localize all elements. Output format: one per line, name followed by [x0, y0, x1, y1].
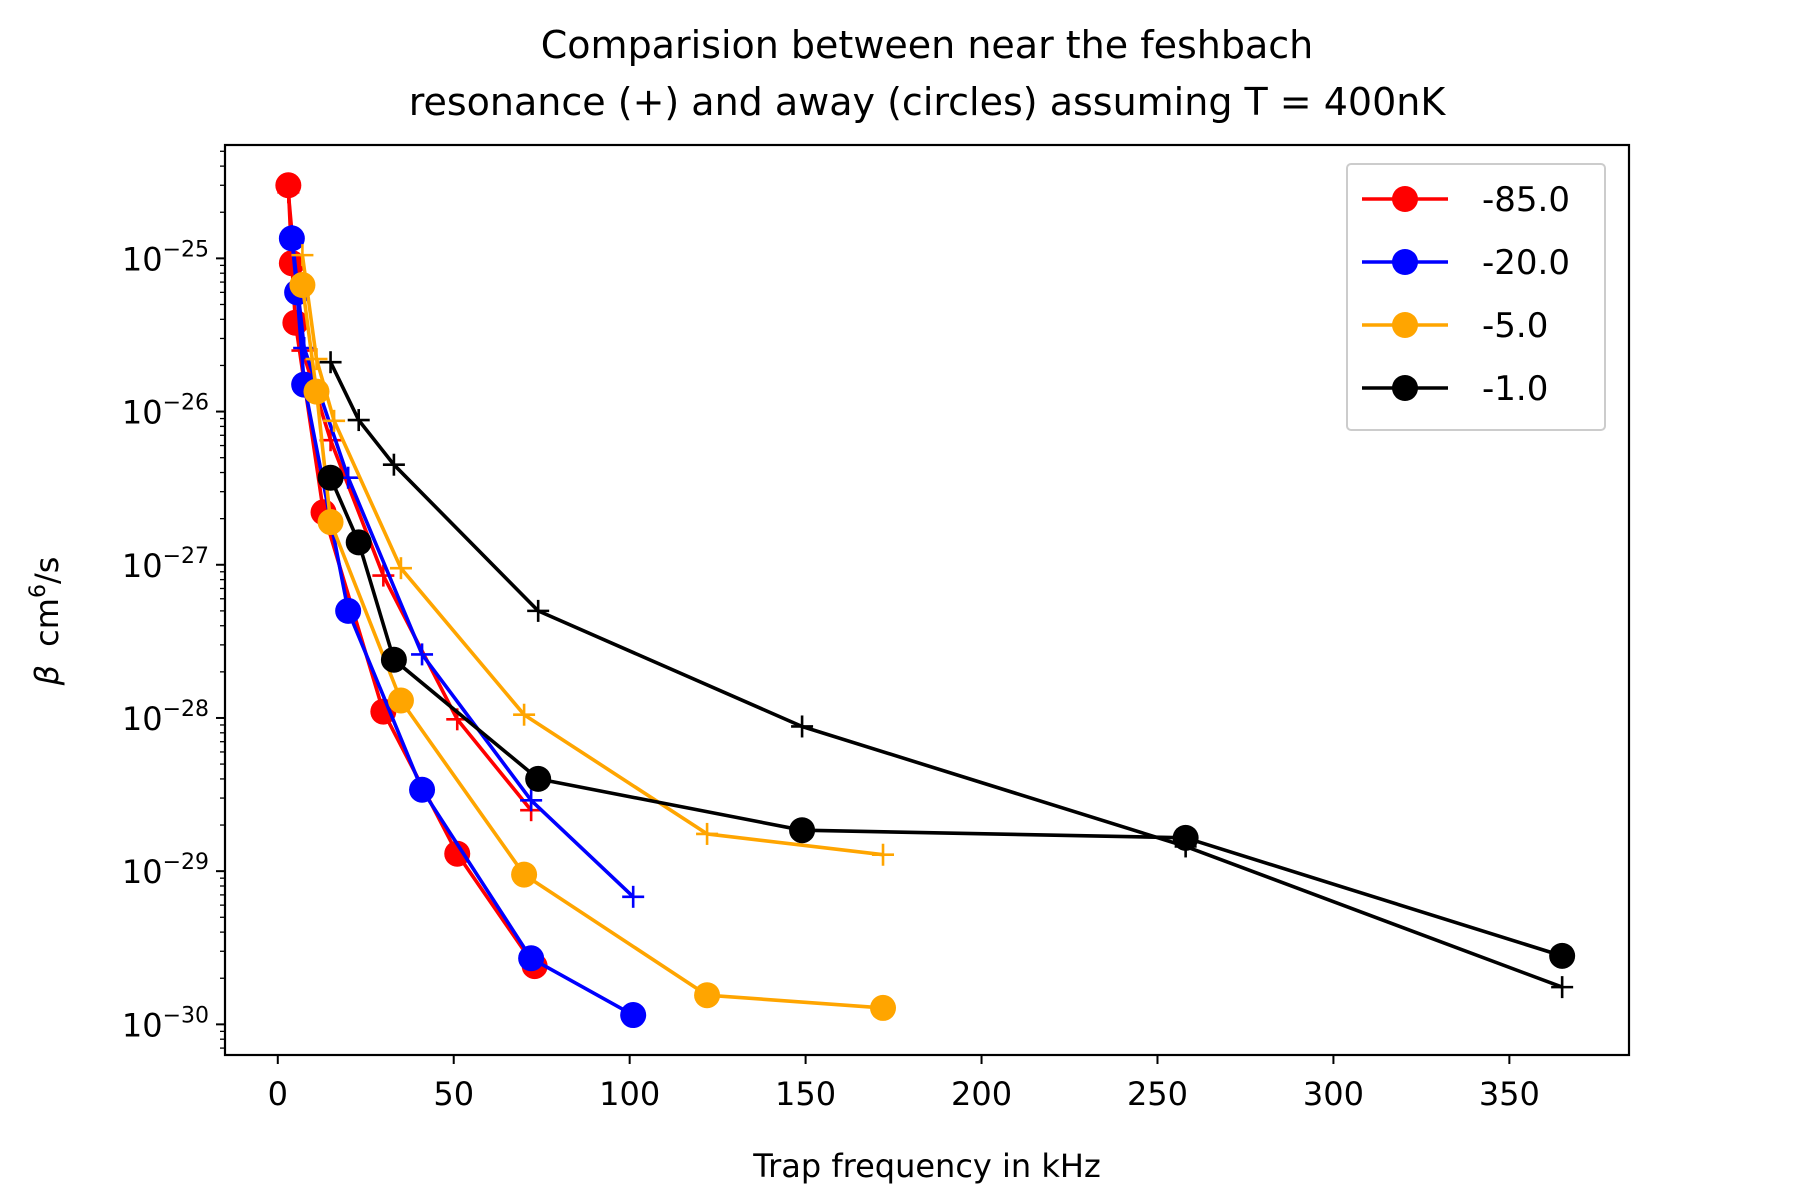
circle-marker	[303, 378, 330, 405]
cross-marker	[696, 822, 719, 845]
cross-marker	[319, 351, 342, 374]
circle-marker	[518, 945, 545, 972]
chart-title-line-1: Comparision between near the feshbach	[541, 23, 1313, 67]
series--1.0	[317, 351, 1576, 999]
cross-marker	[305, 348, 328, 371]
circle-marker	[278, 250, 305, 277]
x-axis-label: Trap frequency in kHz	[752, 1147, 1101, 1185]
x-tick-label: 150	[775, 1075, 836, 1113]
cross-marker	[520, 789, 543, 812]
legend: -85.0 -20.0 -5.0 -1.0	[1346, 163, 1606, 431]
circle-marker	[1549, 942, 1576, 969]
y-tick-label: 10−25	[122, 237, 209, 278]
circle-marker	[1172, 824, 1199, 851]
legend-label: -5.0	[1482, 306, 1548, 346]
y-tick-label: 10−30	[122, 1003, 209, 1044]
y-tick-label: 10−27	[122, 544, 209, 585]
y-tick-label: 10−28	[122, 697, 209, 738]
series-line-crosses	[328, 361, 1563, 989]
circle-marker	[620, 1002, 647, 1029]
y-axis-label-symbol: β	[28, 665, 66, 686]
y-axis-label-exponent: 6	[26, 584, 51, 598]
cross-marker	[323, 409, 346, 432]
circle-marker	[409, 776, 436, 803]
x-tick-label: 200	[951, 1075, 1012, 1113]
series-line-crosses	[300, 254, 884, 857]
circle-marker	[694, 982, 721, 1009]
series-line-circles	[328, 476, 1563, 958]
cross-marker	[389, 557, 412, 580]
chart-title: Comparision between near the feshbach re…	[409, 23, 1447, 124]
series-line-crosses	[290, 235, 635, 899]
y-tick-label: 10−29	[122, 850, 209, 891]
plot-area	[275, 172, 1576, 1029]
cross-marker	[527, 599, 550, 622]
legend-label: -85.0	[1482, 180, 1570, 220]
x-tick-label: 50	[433, 1075, 474, 1113]
x-axis: 0 50 100 150 200 250 300 350	[268, 1055, 1540, 1113]
legend-marker	[1392, 249, 1418, 275]
circle-marker	[335, 597, 362, 624]
legend-marker	[1392, 312, 1418, 338]
y-axis-label-tail: /s	[28, 557, 66, 584]
cross-marker	[872, 843, 895, 866]
circle-marker	[525, 765, 552, 792]
legend-marker	[1392, 375, 1418, 401]
legend-item: -1.0	[1362, 369, 1548, 409]
x-tick-label: 100	[599, 1075, 660, 1113]
circle-marker	[387, 687, 414, 714]
plot-frame	[223, 143, 1631, 1057]
x-tick-label: 300	[1303, 1075, 1364, 1113]
legend-item: -5.0	[1362, 306, 1548, 346]
y-tick-label: 10−26	[122, 391, 209, 432]
cross-marker	[347, 409, 370, 432]
circle-marker	[317, 509, 344, 536]
x-tick-label: 350	[1479, 1075, 1540, 1113]
cross-marker	[622, 885, 645, 908]
circle-marker	[380, 646, 407, 673]
cross-marker	[411, 643, 434, 666]
circle-marker	[289, 272, 316, 299]
legend-label: -1.0	[1482, 369, 1548, 409]
circle-marker	[345, 529, 372, 556]
series--85.0	[275, 172, 548, 980]
circle-marker	[511, 861, 538, 888]
series--5.0	[289, 244, 897, 1021]
cross-marker	[291, 244, 314, 267]
circle-marker	[789, 817, 816, 844]
circle-marker	[278, 225, 305, 252]
cross-marker	[382, 453, 405, 476]
cross-marker	[791, 715, 814, 738]
legend-box	[1346, 163, 1606, 431]
cross-marker	[513, 703, 536, 726]
x-tick-label: 0	[268, 1075, 288, 1113]
legend-label: -20.0	[1482, 243, 1570, 283]
y-axis-label-unit: cm	[28, 598, 66, 647]
y-axis-label: β cm6/s	[26, 557, 66, 687]
series--20.0	[278, 224, 647, 1029]
y-axis: 10−25 10−26 10−27 10−28 10−29 10−30	[122, 150, 225, 1049]
series-line-circles	[290, 238, 635, 1017]
x-tick-label: 250	[1127, 1075, 1188, 1113]
legend-item: -20.0	[1362, 243, 1570, 283]
chart-title-line-2: resonance (+) and away (circles) assumin…	[409, 80, 1447, 124]
series-line-circles	[286, 185, 537, 968]
legend-marker	[1392, 186, 1418, 212]
legend-item: -85.0	[1362, 180, 1570, 220]
circle-marker	[870, 994, 897, 1021]
circle-marker	[317, 464, 344, 491]
circle-marker	[444, 840, 471, 867]
cross-marker	[1551, 976, 1574, 999]
circle-marker	[275, 172, 302, 199]
